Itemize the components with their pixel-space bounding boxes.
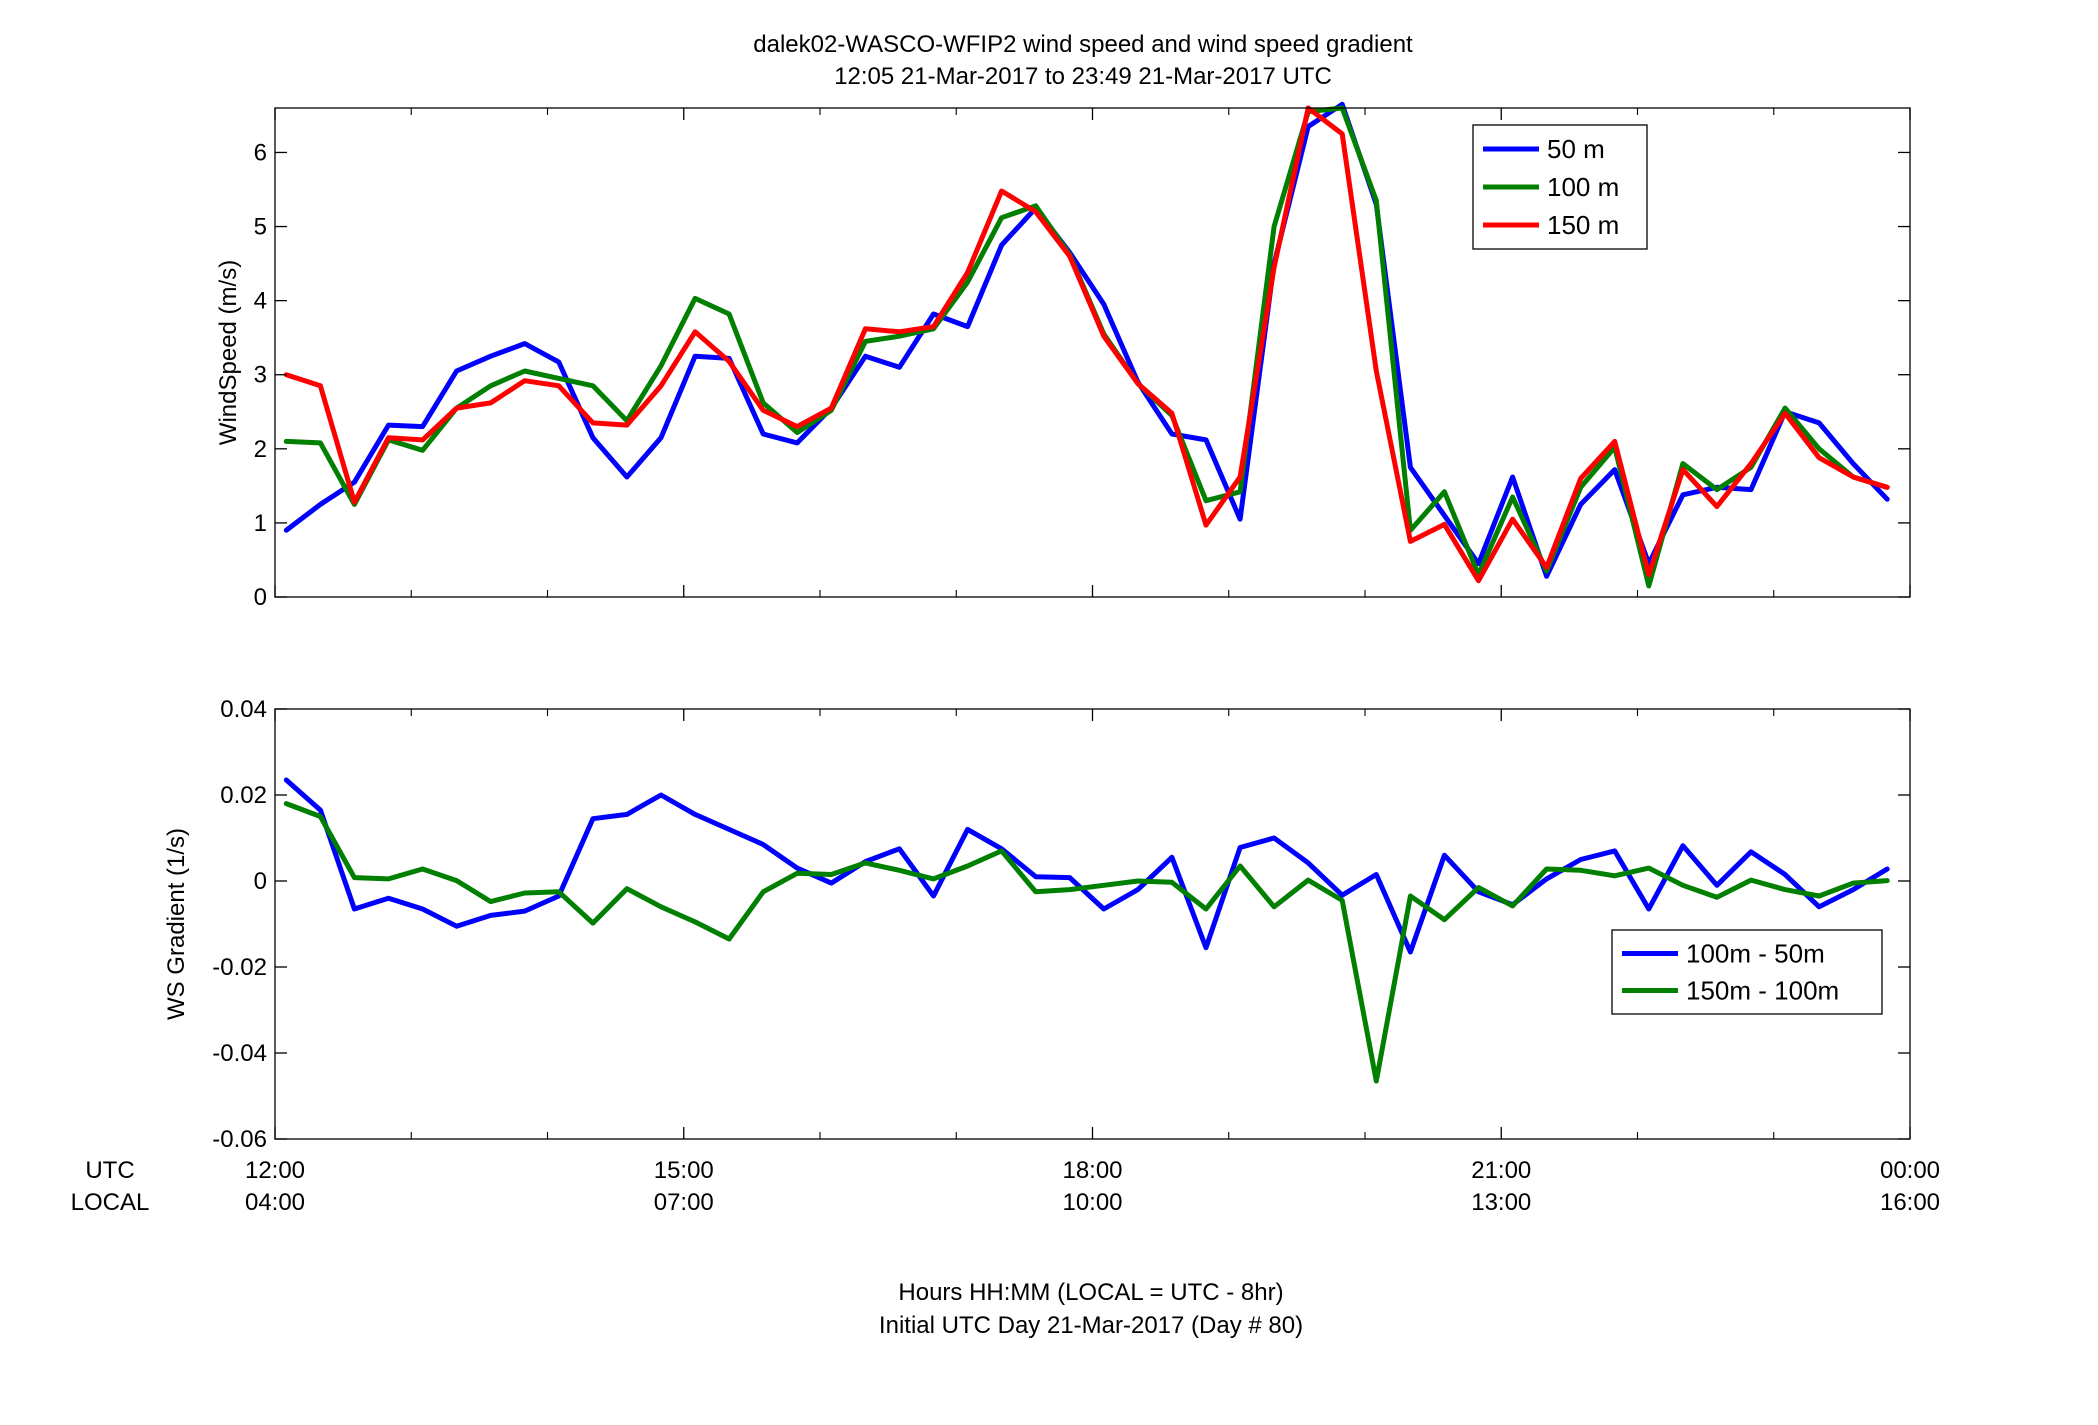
ws-series-line-3 [283, 105, 1890, 584]
ws-legend-label-3: 150 m [1547, 210, 1619, 240]
ws-y-tick-label: 0 [254, 584, 267, 611]
grad-y-tick-label: 0.04 [220, 696, 267, 723]
chart-title-line1: dalek02-WASCO-WFIP2 wind speed and wind … [753, 31, 1413, 58]
x-tick-label-local: 16:00 [1880, 1189, 1940, 1216]
chart-title-line2: 12:05 21-Mar-2017 to 23:49 21-Mar-2017 U… [834, 63, 1332, 90]
x-tick-label-local: 07:00 [654, 1189, 714, 1216]
ws-legend-label-1: 50 m [1547, 134, 1605, 164]
grad-y-tick-label: -0.02 [212, 954, 267, 981]
x-tick-label-utc: 00:00 [1880, 1157, 1940, 1184]
ws-y-tick-label: 4 [254, 288, 267, 315]
wind-speed-plot: 0 1 2 3 4 5 6 WindSpeed (m/s) 50 m 100 m 150 m [215, 101, 1911, 611]
x-axis-label-line2: Initial UTC Day 21-Mar-2017 (Day # 80) [879, 1312, 1303, 1339]
ws-series-line-1 [283, 101, 1890, 579]
ws-legend-label-2: 100 m [1547, 172, 1619, 202]
x-tick-label-local: 04:00 [245, 1189, 305, 1216]
x-tick-label-utc: 21:00 [1471, 1157, 1531, 1184]
grad-legend-label-2: 150m - 100m [1686, 976, 1839, 1006]
x-tick-label-local: 10:00 [1062, 1189, 1122, 1216]
grad-series-line-1 [283, 777, 1890, 955]
x-tick-label-utc: 12:00 [245, 1157, 305, 1184]
x-axis-label-line1: Hours HH:MM (LOCAL = UTC - 8hr) [898, 1279, 1283, 1306]
x-tick-label-local: 13:00 [1471, 1189, 1531, 1216]
grad-y-tick-label: -0.06 [212, 1126, 267, 1153]
grad-y-tick-label: 0 [254, 868, 267, 895]
wind-speed-gradient-plot: -0.06 -0.04 -0.02 0 0.02 0.04 WS Gradient (1/s… [163, 696, 1911, 1153]
ws-y-tick-label: 1 [254, 510, 267, 537]
grad-legend-label-1: 100m - 50m [1686, 939, 1825, 969]
grad-series-line-2 [283, 801, 1890, 1084]
x-tick-label-utc: 18:00 [1062, 1157, 1122, 1184]
ws-y-tick-label: 2 [254, 436, 267, 463]
ws-y-axis-label: WindSpeed (m/s) [215, 260, 242, 445]
grad-y-tick-label: 0.02 [220, 782, 267, 809]
ws-y-tick-label: 5 [254, 214, 267, 241]
x-row-label-local: LOCAL [71, 1189, 150, 1216]
grad-y-axis-label: WS Gradient (1/s) [163, 828, 190, 1020]
x-row-label-utc: UTC [85, 1157, 134, 1184]
grad-y-tick-label: -0.04 [212, 1040, 267, 1067]
grad-legend-box [1611, 929, 1883, 1015]
ws-y-tick-label: 6 [254, 139, 267, 166]
ws-y-tick-label: 3 [254, 362, 267, 389]
x-tick-label-utc: 15:00 [654, 1157, 714, 1184]
